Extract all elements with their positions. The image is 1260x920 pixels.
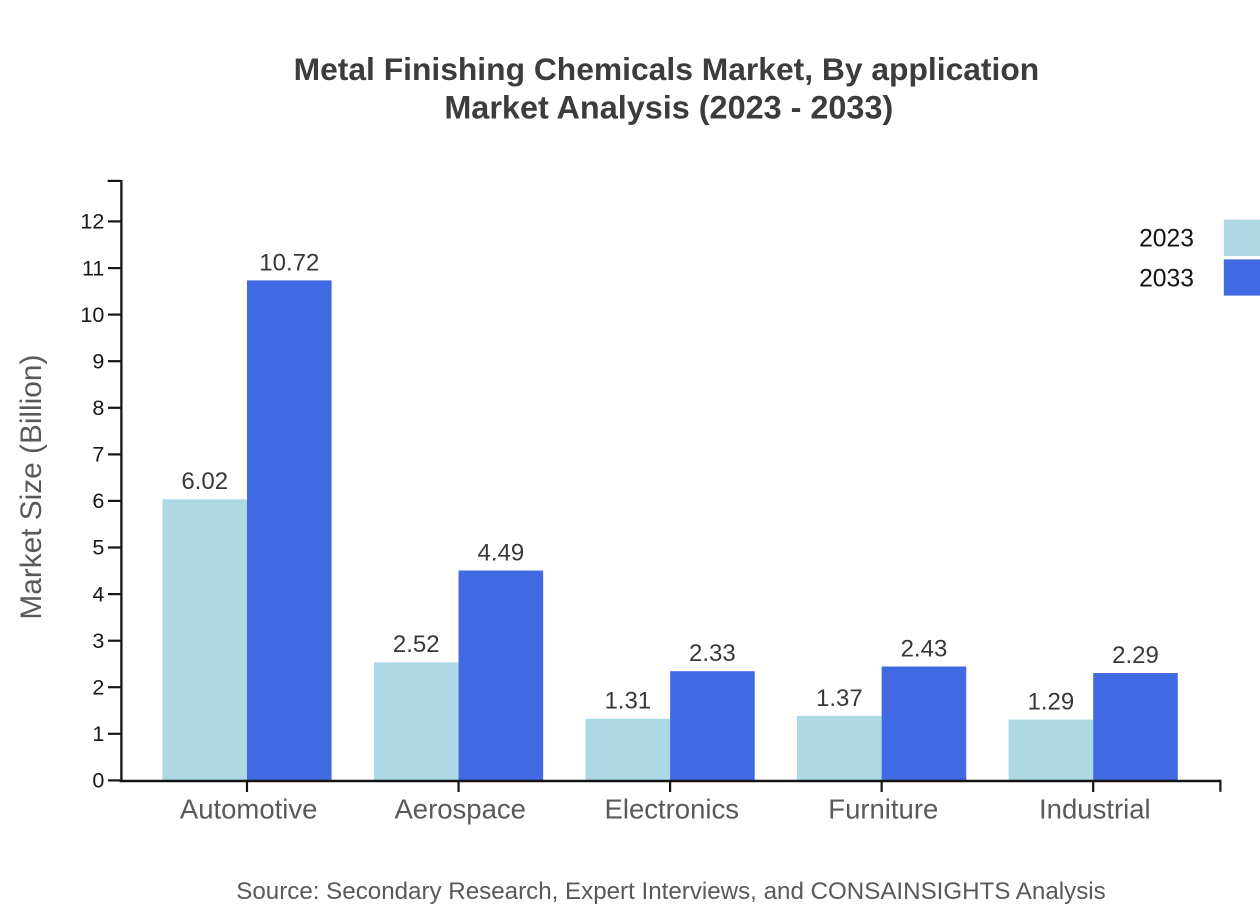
svg-text:4: 4 (92, 582, 104, 606)
svg-text:Market Analysis (2023 - 2033): Market Analysis (2023 - 2033) (444, 90, 893, 126)
svg-text:2.29: 2.29 (1112, 642, 1159, 669)
svg-text:1: 1 (92, 722, 104, 746)
svg-text:2023: 2023 (1139, 225, 1194, 252)
svg-text:10.72: 10.72 (259, 249, 319, 276)
svg-text:8: 8 (92, 396, 104, 420)
svg-text:1.29: 1.29 (1028, 689, 1075, 716)
svg-text:4.49: 4.49 (477, 539, 524, 566)
svg-text:2.33: 2.33 (689, 640, 736, 667)
svg-text:10: 10 (80, 303, 104, 327)
svg-text:12: 12 (80, 210, 104, 234)
svg-text:1.37: 1.37 (816, 685, 863, 712)
svg-text:2.52: 2.52 (393, 631, 440, 658)
svg-text:3: 3 (92, 629, 104, 653)
svg-text:Aerospace: Aerospace (394, 793, 525, 824)
svg-text:2: 2 (92, 675, 104, 699)
svg-text:6.02: 6.02 (181, 468, 228, 495)
svg-text:Industrial: Industrial (1039, 793, 1151, 824)
svg-text:Market Size (Billion): Market Size (Billion) (15, 355, 48, 620)
svg-text:2033: 2033 (1139, 265, 1194, 292)
svg-text:Automotive: Automotive (180, 793, 318, 824)
svg-text:7: 7 (92, 443, 104, 467)
svg-text:9: 9 (92, 349, 104, 373)
svg-text:Source: Secondary Research, Ex: Source: Secondary Research, Expert Inter… (236, 878, 1105, 905)
svg-text:0: 0 (92, 769, 104, 793)
svg-text:11: 11 (82, 256, 104, 280)
svg-text:5: 5 (92, 536, 104, 560)
svg-text:1.31: 1.31 (604, 688, 651, 715)
svg-text:6: 6 (92, 489, 104, 513)
svg-text:Metal Finishing Chemicals Mark: Metal Finishing Chemicals Market, By app… (294, 51, 1040, 87)
svg-text:Furniture: Furniture (828, 793, 938, 824)
svg-text:Electronics: Electronics (605, 793, 740, 824)
svg-text:2.43: 2.43 (901, 635, 948, 662)
